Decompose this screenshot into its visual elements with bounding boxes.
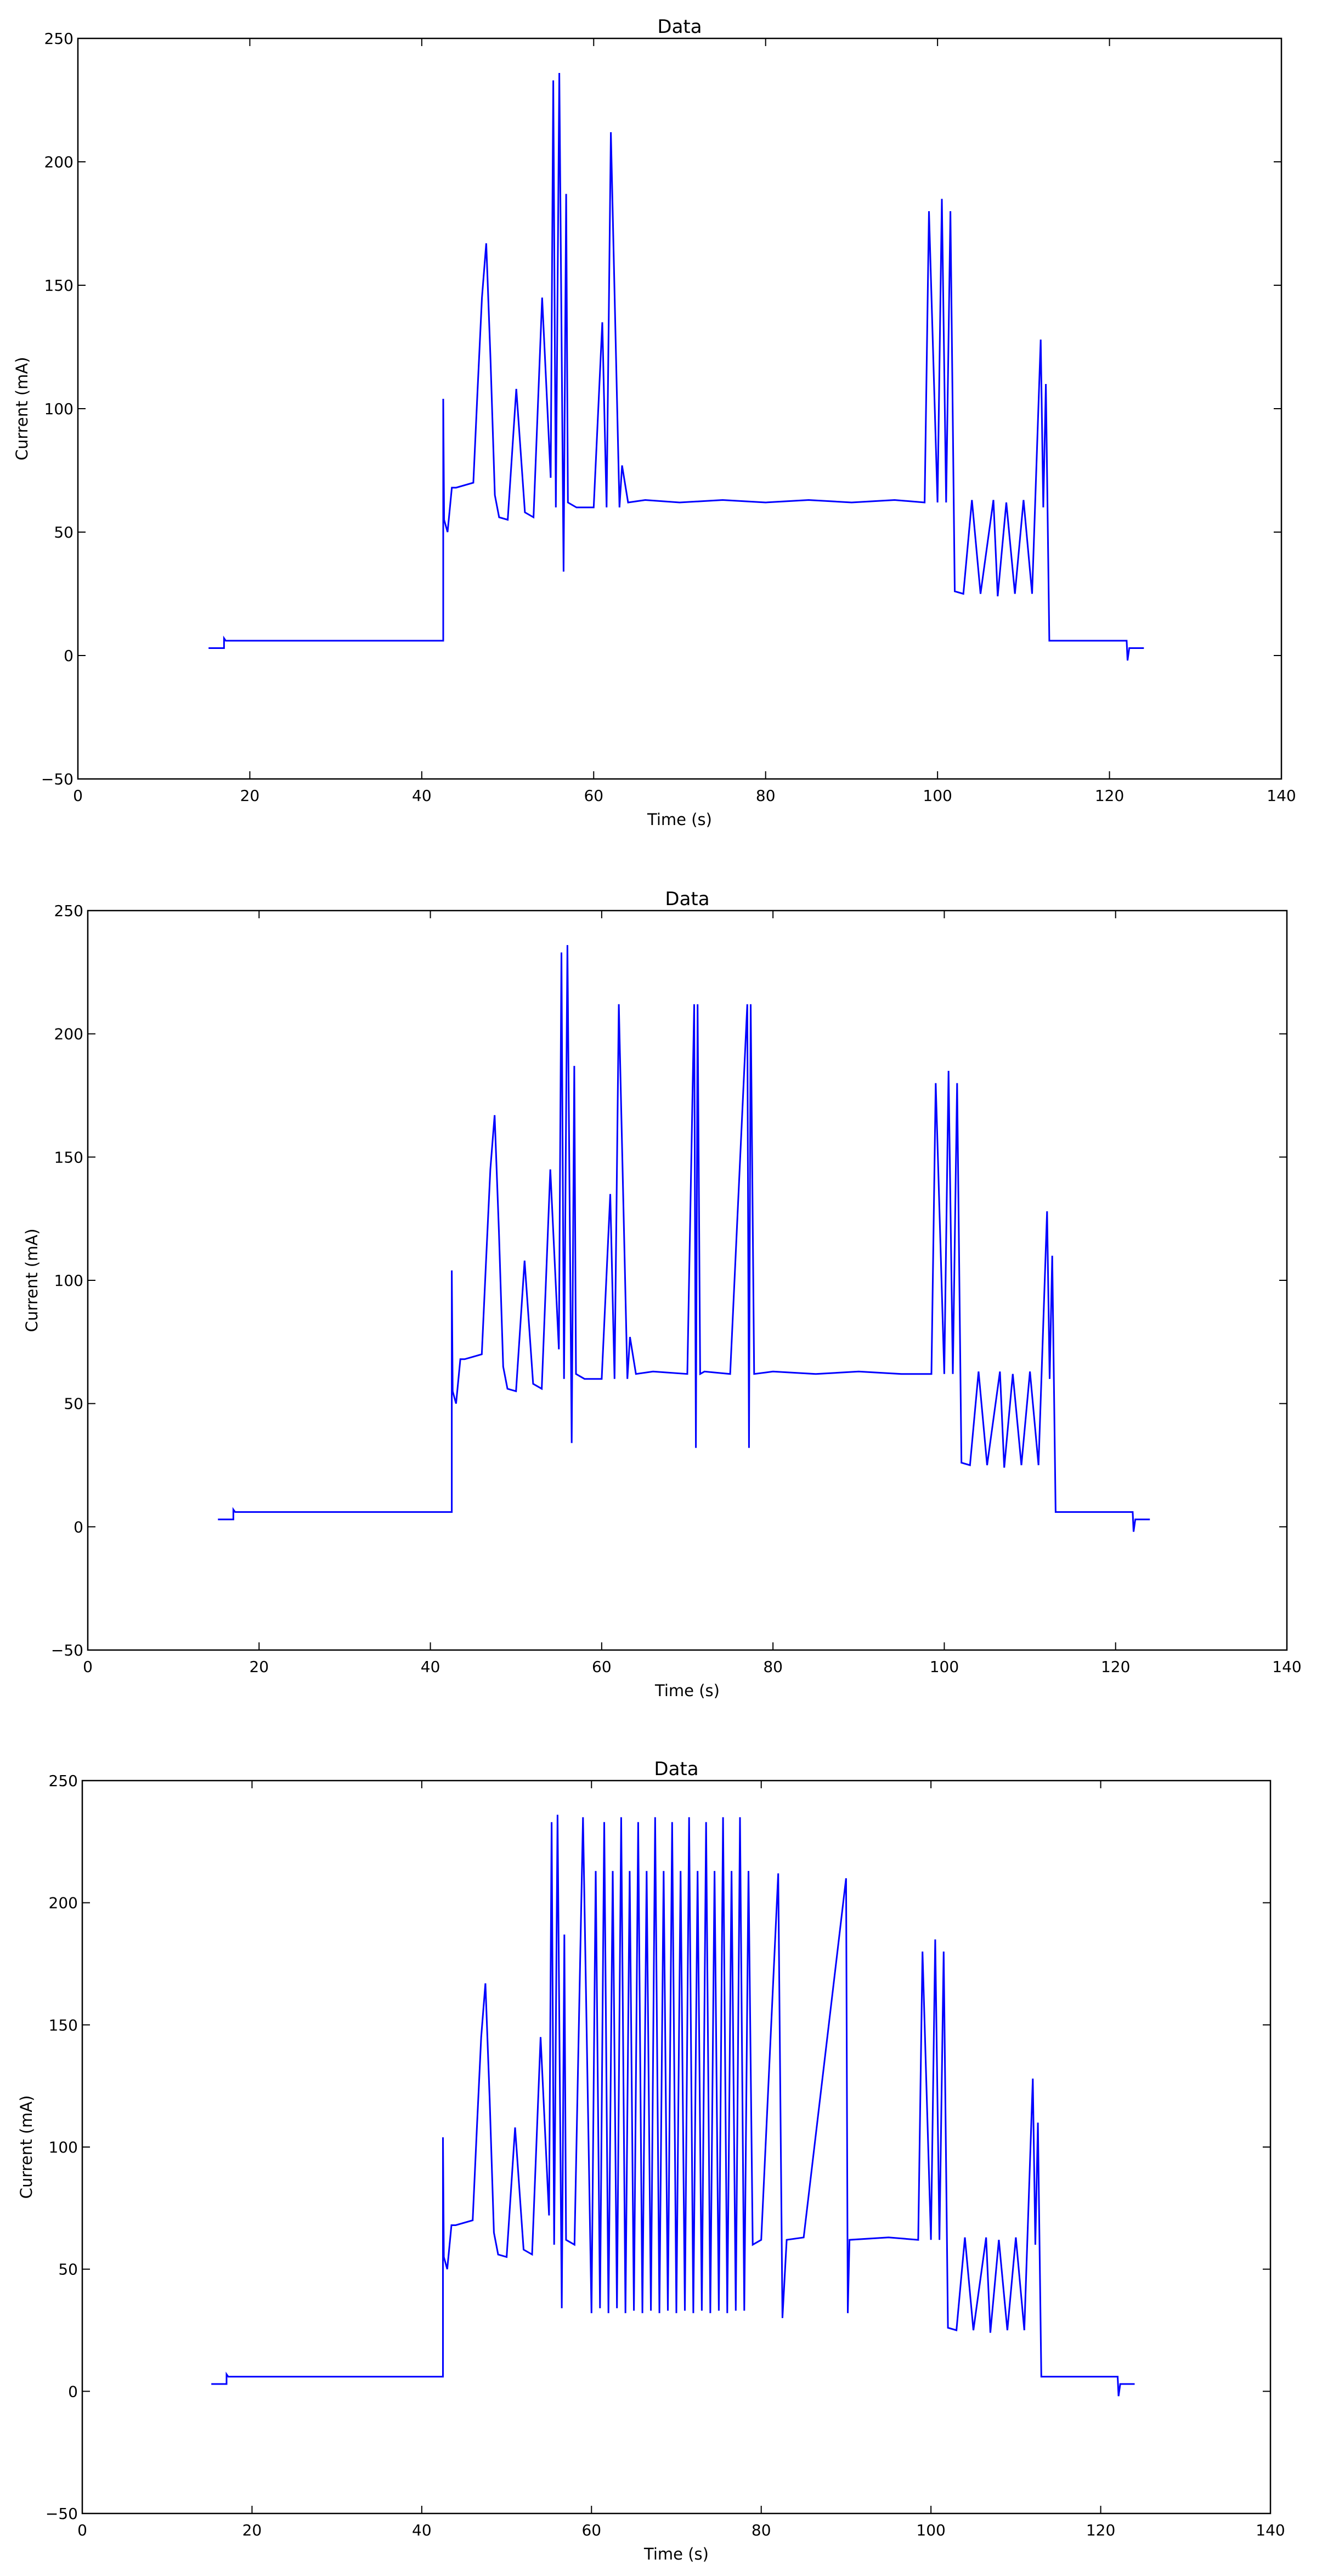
y-tick-label: 200 [44, 153, 74, 171]
y-tick-label: 0 [74, 1518, 83, 1536]
x-tick-label: 20 [249, 1658, 269, 1676]
x-tick-label: 60 [584, 787, 603, 805]
y-tick-label: 150 [49, 2016, 78, 2034]
x-tick-label: 120 [1086, 2521, 1115, 2539]
chart-2: 0 20 40 60 80 100 120 140−50050100150200250Data… [22, 888, 1302, 1700]
y-tick-label: 50 [58, 2261, 78, 2279]
y-tick-label: 250 [54, 902, 83, 920]
x-tick-label: 0 [73, 787, 83, 805]
y-tick-label: 100 [49, 2138, 78, 2156]
data-series-line [218, 945, 1150, 1532]
chart-title: Data [665, 888, 709, 910]
y-tick-label: 200 [54, 1025, 83, 1043]
data-series-line [211, 1815, 1135, 2397]
x-tick-label: 0 [77, 2521, 87, 2539]
chart-title: Data [654, 1758, 698, 1780]
x-tick-label: 0 [83, 1658, 93, 1676]
y-tick-label: 50 [54, 523, 74, 541]
x-tick-label: 60 [592, 1658, 612, 1676]
chart-3: 0 20 40 60 80 100 120 140−50050100150200250Data… [17, 1758, 1285, 2563]
x-tick-label: 140 [1256, 2521, 1285, 2539]
x-tick-label: 40 [412, 787, 432, 805]
x-axis-label: Time (s) [643, 2545, 709, 2563]
x-tick-label: 40 [412, 2521, 432, 2539]
y-tick-label: 0 [64, 647, 74, 665]
x-tick-label: 120 [1095, 787, 1124, 805]
x-tick-label: 80 [752, 2521, 771, 2539]
chart-title: Data [657, 16, 702, 38]
y-tick-label: 250 [49, 1772, 78, 1790]
data-series-line [208, 72, 1144, 661]
plot-frame [77, 37, 1283, 780]
x-tick-label: 100 [923, 787, 952, 805]
y-tick-label: 250 [44, 30, 74, 48]
plot-frame [81, 1780, 1272, 2515]
y-tick-label: 50 [64, 1395, 83, 1413]
y-tick-label: −50 [51, 1641, 83, 1659]
y-tick-label: 100 [54, 1272, 83, 1290]
x-tick-label: 120 [1101, 1658, 1130, 1676]
x-tick-label: 100 [930, 1658, 959, 1676]
x-tick-label: 80 [763, 1658, 783, 1676]
x-tick-label: 40 [421, 1658, 440, 1676]
plot-frame [87, 909, 1288, 1651]
y-tick-label: −50 [41, 770, 74, 788]
x-tick-label: 60 [581, 2521, 601, 2539]
y-tick-label: 200 [49, 1894, 78, 1912]
x-tick-label: 80 [756, 787, 776, 805]
y-axis-label: Current (mA) [22, 1229, 41, 1332]
y-tick-label: 150 [44, 276, 74, 295]
y-axis-label: Current (mA) [17, 2095, 36, 2199]
x-axis-label: Time (s) [654, 1681, 720, 1700]
y-tick-label: 100 [44, 400, 74, 418]
chart-1: 0 20 40 60 80 100 120 140−50050100150200250Data… [13, 16, 1296, 829]
x-tick-label: 20 [240, 787, 260, 805]
y-tick-label: 150 [54, 1148, 83, 1166]
x-axis-label: Time (s) [647, 810, 712, 829]
x-tick-label: 140 [1272, 1658, 1301, 1676]
x-tick-label: 140 [1267, 787, 1296, 805]
y-tick-label: 0 [68, 2382, 78, 2400]
y-tick-label: −50 [46, 2505, 78, 2523]
y-axis-label: Current (mA) [13, 357, 31, 461]
x-tick-label: 100 [916, 2521, 945, 2539]
x-tick-label: 20 [242, 2521, 262, 2539]
